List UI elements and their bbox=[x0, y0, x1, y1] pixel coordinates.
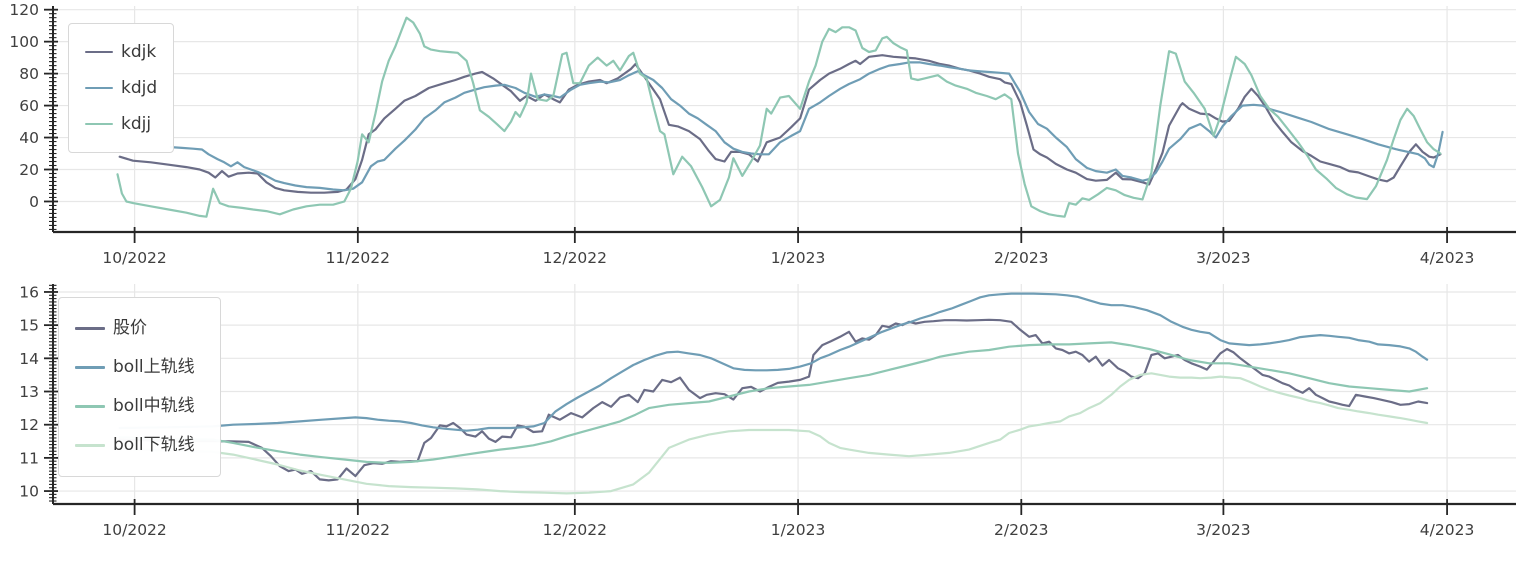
series-kdjj bbox=[116, 16, 1442, 218]
legend-item-boll中轨线: boll中轨线 bbox=[59, 387, 220, 426]
x-tick-label: 12/2022 bbox=[543, 249, 607, 267]
legend-label: kdjk bbox=[121, 41, 157, 62]
y-tick-label: 10 bbox=[19, 483, 39, 501]
y-tick-label: 13 bbox=[19, 383, 39, 401]
legend-item-股价: 股价 bbox=[59, 309, 220, 348]
legend-label: boll下轨线 bbox=[113, 435, 195, 455]
series-boll中轨线 bbox=[118, 341, 1429, 464]
y-tick-label: 12 bbox=[19, 416, 39, 434]
kdj-legend: kdjk kdjd kdjj bbox=[68, 23, 174, 153]
x-tick-label: 4/2023 bbox=[1420, 521, 1475, 539]
y-tick-label: 100 bbox=[9, 33, 39, 51]
x-tick-label: 3/2023 bbox=[1196, 249, 1251, 267]
x-tick-label: 3/2023 bbox=[1196, 521, 1251, 539]
x-tick-label: 10/2022 bbox=[102, 249, 166, 267]
y-tick-label: 60 bbox=[19, 97, 39, 115]
x-tick-label: 11/2022 bbox=[326, 249, 390, 267]
series-股价 bbox=[118, 318, 1429, 482]
x-tick-label: 2/2023 bbox=[994, 249, 1049, 267]
series-boll下轨线 bbox=[118, 372, 1429, 495]
legend-line-icon bbox=[75, 444, 105, 447]
legend-line-icon bbox=[85, 86, 113, 90]
y-tick-label: 0 bbox=[29, 193, 39, 211]
x-tick-label: 12/2022 bbox=[543, 521, 607, 539]
legend-item-kdjd: kdjd bbox=[69, 70, 173, 106]
series-kdjk bbox=[118, 54, 1442, 194]
boll-legend: 股价 boll上轨线 boll中轨线 boll下轨线 bbox=[58, 297, 221, 477]
legend-label: kdjj bbox=[121, 113, 152, 134]
series-kdjd bbox=[169, 61, 1444, 192]
y-tick-label: 40 bbox=[19, 129, 39, 147]
legend-label: 股价 bbox=[113, 318, 147, 338]
x-tick-label: 1/2023 bbox=[771, 249, 826, 267]
legend-item-boll下轨线: boll下轨线 bbox=[59, 426, 220, 465]
legend-label: boll中轨线 bbox=[113, 396, 195, 416]
legend-line-icon bbox=[75, 366, 105, 369]
legend-line-icon bbox=[85, 122, 113, 126]
legend-item-boll上轨线: boll上轨线 bbox=[59, 348, 220, 387]
y-tick-label: 80 bbox=[19, 65, 39, 83]
x-tick-label: 4/2023 bbox=[1420, 249, 1475, 267]
x-tick-label: 2/2023 bbox=[994, 521, 1049, 539]
legend-item-kdjk: kdjk bbox=[69, 34, 173, 70]
y-tick-label: 15 bbox=[19, 317, 39, 335]
x-tick-label: 1/2023 bbox=[771, 521, 826, 539]
y-tick-label: 20 bbox=[19, 161, 39, 179]
legend-item-kdjj: kdjj bbox=[69, 106, 173, 142]
y-tick-label: 14 bbox=[19, 350, 39, 368]
series-boll上轨线 bbox=[118, 292, 1429, 432]
y-tick-label: 120 bbox=[9, 1, 39, 19]
legend-line-icon bbox=[75, 327, 105, 330]
y-tick-label: 11 bbox=[19, 449, 39, 467]
legend-label: boll上轨线 bbox=[113, 357, 195, 377]
x-tick-label: 11/2022 bbox=[326, 521, 390, 539]
y-tick-label: 16 bbox=[19, 283, 39, 301]
legend-line-icon bbox=[85, 50, 113, 54]
legend-label: kdjd bbox=[121, 77, 158, 98]
x-tick-label: 10/2022 bbox=[102, 521, 166, 539]
legend-line-icon bbox=[75, 405, 105, 408]
